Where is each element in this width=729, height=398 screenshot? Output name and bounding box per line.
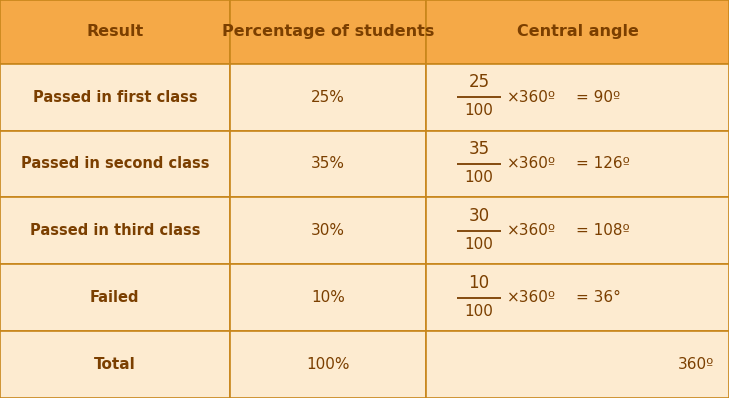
- Bar: [426, 331, 729, 398]
- Text: Passed in second class: Passed in second class: [20, 156, 209, 172]
- Text: ×360º: ×360º: [507, 90, 555, 105]
- Bar: [230, 264, 426, 331]
- Text: Failed: Failed: [90, 290, 139, 305]
- Text: 100%: 100%: [306, 357, 350, 372]
- Text: 100: 100: [464, 170, 494, 185]
- Text: Passed in first class: Passed in first class: [33, 90, 197, 105]
- Bar: [0, 0, 230, 64]
- Text: 100: 100: [464, 304, 494, 319]
- Text: 360º: 360º: [678, 357, 714, 372]
- Bar: [426, 264, 729, 331]
- Text: 100: 100: [464, 103, 494, 118]
- Bar: [426, 0, 729, 64]
- Text: = 108º: = 108º: [576, 223, 630, 238]
- Bar: [230, 131, 426, 197]
- Text: = 36°: = 36°: [576, 290, 621, 305]
- Bar: [426, 197, 729, 264]
- Text: ×360º: ×360º: [507, 290, 555, 305]
- Bar: [230, 197, 426, 264]
- Text: 30: 30: [469, 207, 489, 225]
- Text: Central angle: Central angle: [517, 24, 639, 39]
- Bar: [0, 64, 230, 131]
- Text: 25%: 25%: [311, 90, 345, 105]
- Bar: [0, 264, 230, 331]
- Text: 35%: 35%: [311, 156, 345, 172]
- Text: Percentage of students: Percentage of students: [222, 24, 434, 39]
- Text: Result: Result: [86, 24, 144, 39]
- Bar: [0, 197, 230, 264]
- Text: ×360º: ×360º: [507, 156, 555, 172]
- Bar: [0, 131, 230, 197]
- Text: Total: Total: [94, 357, 136, 372]
- Text: ×360º: ×360º: [507, 223, 555, 238]
- Bar: [230, 331, 426, 398]
- Text: 100: 100: [464, 237, 494, 252]
- Text: = 90º: = 90º: [576, 90, 620, 105]
- Bar: [230, 64, 426, 131]
- Text: 10: 10: [469, 274, 489, 292]
- Bar: [426, 64, 729, 131]
- Bar: [0, 331, 230, 398]
- Bar: [426, 131, 729, 197]
- Text: 10%: 10%: [311, 290, 345, 305]
- Text: Passed in third class: Passed in third class: [30, 223, 200, 238]
- Bar: [230, 0, 426, 64]
- Text: 25: 25: [469, 73, 489, 91]
- Text: 30%: 30%: [311, 223, 345, 238]
- Text: 35: 35: [469, 140, 489, 158]
- Text: = 126º: = 126º: [576, 156, 630, 172]
